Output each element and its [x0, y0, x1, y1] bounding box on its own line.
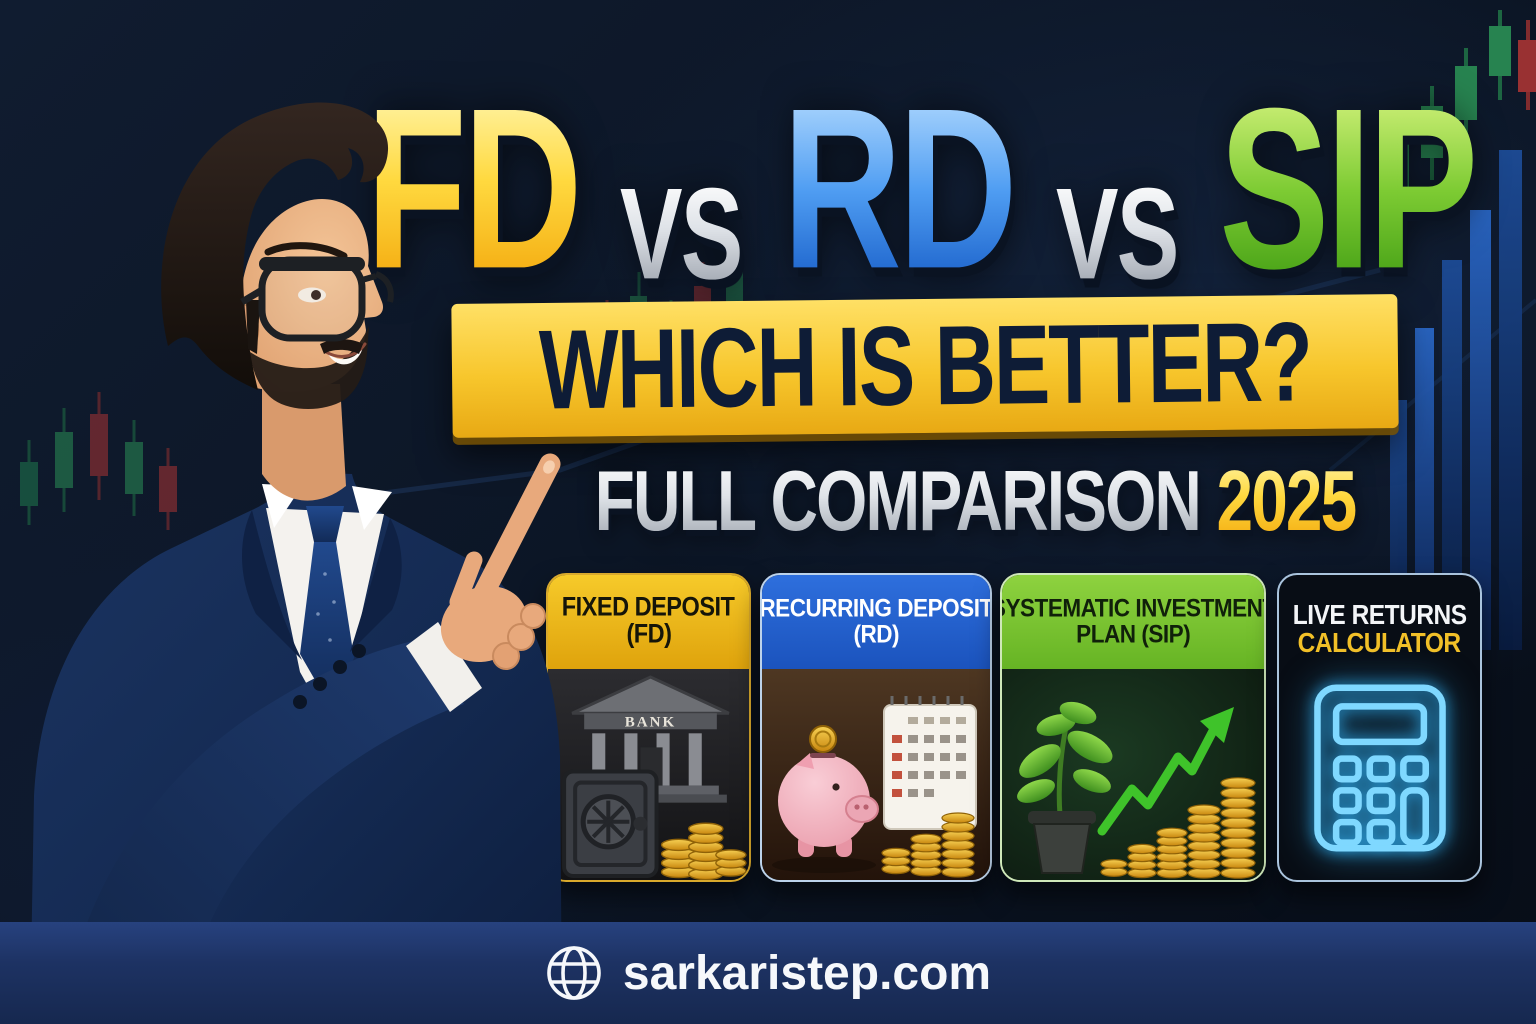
card-sip-header: SYSTEMATIC INVESTMENT PLAN (SIP) [1002, 575, 1264, 669]
headline-vs-1: VS [619, 161, 744, 307]
candlestick-cluster-top-right [1387, 10, 1536, 215]
headline-fd: FD [366, 62, 583, 317]
card-live-returns-calculator: LIVE RETURNS CALCULATOR [1277, 573, 1482, 882]
bank-vault [562, 769, 659, 879]
card-sip: SYSTEMATIC INVESTMENT PLAN (SIP) [1000, 573, 1266, 882]
presenter-eyebrow [264, 242, 348, 260]
site-domain: sarkaristep.com [622, 946, 992, 1000]
card-fixed-deposit: FIXED DEPOSIT (FD) BANK [546, 573, 751, 882]
card-rd-title-line1: RECURRING DEPOSIT [760, 593, 992, 623]
presenter-smile [328, 347, 363, 365]
card-fd-illustration: BANK [548, 669, 749, 880]
card-fd-header: FIXED DEPOSIT (FD) [548, 575, 749, 669]
card-rd-illustration [762, 669, 990, 880]
subtitle-label: FULL COMPARISON [594, 453, 1202, 549]
presenter-hair [161, 102, 389, 390]
card-calc-header: LIVE RETURNS CALCULATOR [1279, 575, 1480, 669]
card-sip-illustration [1002, 669, 1264, 880]
card-sip-title-line2: PLAN (SIP) [1075, 619, 1191, 649]
card-calc-title-line2: CALCULATOR [1298, 627, 1461, 659]
sleeve-buttons [293, 644, 366, 709]
presenter-beard [250, 326, 369, 409]
presenter-man-pointing [30, 102, 562, 1024]
globe-icon [547, 946, 601, 1000]
card-recurring-deposit: RECURRING DEPOSIT (RD) [760, 573, 992, 882]
subtitle-year: 2025 [1216, 453, 1357, 549]
calculator-icon-wrap [1279, 669, 1480, 880]
headline-vs-2: VS [1055, 161, 1179, 307]
card-fd-title-line2: (FD) [625, 619, 672, 650]
coin-stacks [881, 812, 975, 878]
banner-text: WHICH IS BETTER? [538, 297, 1312, 433]
presenter-glasses [240, 256, 394, 342]
card-sip-title-line1: SYSTEMATIC INVESTMENT [1000, 593, 1266, 623]
card-rd-title-line2: (RD) [853, 619, 899, 649]
presenter-pointing-hand [440, 453, 561, 670]
ascending-coin-stacks [1100, 777, 1256, 879]
calculator-icon [1313, 683, 1446, 852]
which-is-better-banner: WHICH IS BETTER? [451, 294, 1399, 438]
headline-sip: SIP [1219, 62, 1478, 317]
gold-coin-stacks [660, 822, 747, 880]
calendar [883, 696, 977, 830]
pointing-finger [463, 453, 561, 623]
card-calc-title-line1: LIVE RETURNS [1292, 599, 1467, 631]
thumb [449, 551, 483, 611]
bank-sign-text: BANK [625, 714, 677, 730]
subtitle: FULL COMPARISON 2025 [500, 452, 1449, 550]
headline: FD VS RD VS SIP [366, 62, 1478, 317]
presenter-cuff [406, 622, 482, 712]
card-rd-header: RECURRING DEPOSIT (RD) [762, 575, 990, 669]
piggy-bank [772, 725, 879, 873]
presenter-head [161, 102, 394, 501]
candlestick-cluster-left [20, 392, 177, 530]
headline-rd: RD [782, 62, 1018, 317]
footer-bar: sarkaristep.com [0, 922, 1536, 1024]
plant-in-pot [1017, 701, 1113, 874]
presenter-neck [262, 384, 346, 501]
growth-arrow [1097, 707, 1234, 836]
coin-into-slot [809, 725, 837, 753]
card-fd-title-line1: FIXED DEPOSIT [562, 592, 735, 623]
